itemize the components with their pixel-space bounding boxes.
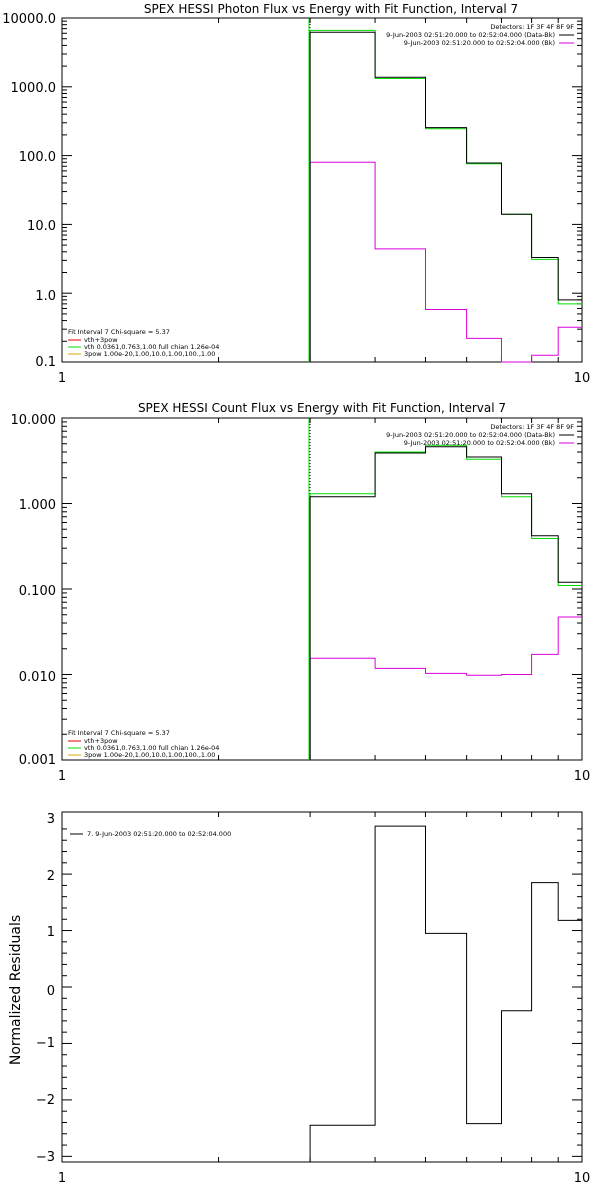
count-legend-model: vth+3pow — [84, 737, 118, 745]
residuals-axes-frame — [61, 811, 583, 1163]
count-x-tick-label-1: 1 — [58, 769, 66, 784]
count-panel-title: SPEX HESSI Count Flux vs Energy with Fit… — [138, 401, 506, 415]
photon-y-tick-label: 10000.0 — [2, 12, 56, 27]
count-y-tick-label: 10.000 — [11, 413, 57, 428]
residuals-tick-marks — [61, 812, 583, 1162]
count-fit-interval-chi: Fit Interval 7 Chi-square = 5.37 — [68, 729, 170, 737]
count-legend-data-interval: 9-Jun-2003 02:51:20.000 to 02:52:04.000 … — [386, 431, 555, 439]
photon-x-tick-label-10: 10 — [574, 371, 591, 386]
photon-x-tick-label-1: 1 — [58, 371, 66, 386]
count-legend-detectors: Detectors: 1F 3F 4F 8F 9F — [490, 423, 574, 431]
photon-y-tick-label: 100.0 — [19, 150, 56, 165]
count-x-tick-label-10: 10 — [574, 769, 591, 784]
residuals-y-axis-label: Normalized Residuals — [8, 915, 24, 1065]
photon-legend-detectors: Detectors: 1F 3F 4F 8F 9F — [490, 23, 574, 31]
residuals-legend-interval: 7. 9-Jun-2003 02:51:20.000 to 02:52:04.0… — [87, 830, 231, 838]
count-tick-marks — [61, 417, 583, 761]
count-legend-bottom-left: Fit Interval 7 Chi-square = 5.37 vth+3po… — [68, 729, 219, 759]
residuals-y-tick-label: −1 — [36, 1036, 55, 1051]
residuals-y-tick-label: 0 — [47, 984, 55, 999]
photon-legend-3pow: 3pow 1.00e-20,1.00,10.0,1.00,100.,1.00 — [84, 350, 215, 358]
residuals-panel: 1 10 −3 −2 −1 0 1 2 3 Normalized Residua… — [8, 811, 591, 1186]
photon-legend-top-right: Detectors: 1F 3F 4F 8F 9F 9-Jun-2003 02:… — [386, 23, 574, 47]
photon-fit-interval-chi: Fit Interval 7 Chi-square = 5.37 — [68, 328, 170, 336]
count-axes — [61, 417, 583, 761]
photon-data-histogram — [309, 31, 582, 362]
count-flux-panel: SPEX HESSI Count Flux vs Energy with Fit… — [11, 401, 591, 784]
residuals-y-tick-label: −2 — [36, 1093, 55, 1108]
residuals-legend: 7. 9-Jun-2003 02:51:20.000 to 02:52:04.0… — [70, 830, 231, 838]
residuals-histogram — [309, 825, 582, 1162]
photon-y-tick-label: 1.0 — [35, 289, 56, 304]
count-legend-3pow: 3pow 1.00e-20,1.00,10.0,1.00,100.,1.00 — [84, 751, 215, 759]
count-legend-top-right: Detectors: 1F 3F 4F 8F 9F 9-Jun-2003 02:… — [386, 423, 574, 447]
count-y-tick-label: 0.010 — [19, 670, 56, 685]
photon-tick-marks — [61, 17, 583, 363]
photon-flux-panel: SPEX HESSI Photon Flux vs Energy with Fi… — [2, 2, 590, 386]
count-data-histogram — [309, 446, 582, 760]
count-background-histogram — [309, 616, 582, 760]
residuals-y-tick-label: 1 — [47, 925, 55, 940]
residuals-y-tick-label: −3 — [36, 1150, 55, 1165]
residuals-y-tick-label: 3 — [47, 812, 55, 827]
photon-y-tick-label: 0.1 — [35, 355, 56, 370]
photon-axes — [61, 17, 583, 363]
count-y-tick-label: 1.000 — [19, 498, 56, 513]
count-y-tick-label: 0.001 — [19, 753, 56, 768]
count-fit-histogram — [309, 444, 582, 760]
photon-legend-model: vth+3pow — [84, 336, 118, 344]
residuals-x-tick-label-1: 1 — [58, 1171, 66, 1186]
photon-legend-data-interval: 9-Jun-2003 02:51:20.000 to 02:52:04.000 … — [386, 31, 555, 39]
photon-background-histogram — [309, 161, 582, 363]
photon-fit-histogram — [309, 29, 582, 362]
count-axes-frame — [61, 417, 583, 761]
photon-y-tick-label: 1000.0 — [11, 81, 57, 96]
photon-legend-vth: vth 0.0361,0.763,1.00 full chian 1.26e-0… — [84, 343, 219, 351]
photon-legend-bk-interval: 9-Jun-2003 02:51:20.000 to 02:52:04.000 … — [404, 39, 555, 47]
count-y-tick-label: 0.100 — [19, 584, 56, 599]
photon-y-tick-label: 10.0 — [27, 219, 56, 234]
residuals-axes — [61, 811, 583, 1163]
count-legend-vth: vth 0.0361,0.763,1.00 full chian 1.26e-0… — [84, 744, 219, 752]
photon-axes-frame — [61, 17, 583, 363]
photon-legend-bottom-left: Fit Interval 7 Chi-square = 5.37 vth+3po… — [68, 328, 219, 358]
residuals-x-tick-label-10: 10 — [574, 1171, 591, 1186]
count-legend-bk-interval: 9-Jun-2003 02:51:20.000 to 02:52:04.000 … — [404, 439, 555, 447]
residuals-y-tick-label: 2 — [47, 869, 55, 884]
photon-panel-title: SPEX HESSI Photon Flux vs Energy with Fi… — [144, 2, 518, 16]
